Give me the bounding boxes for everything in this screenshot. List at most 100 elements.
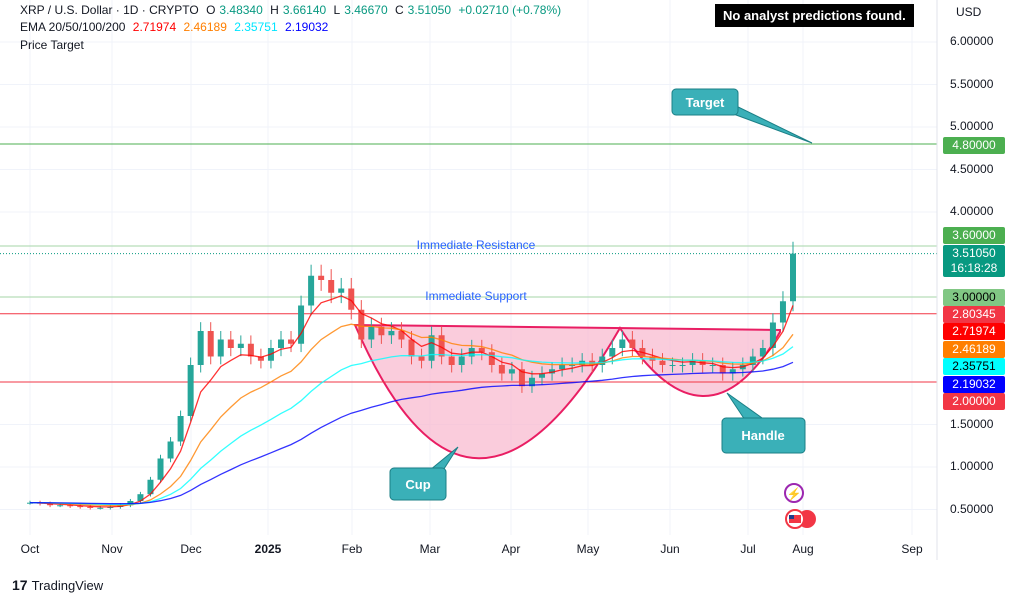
candle-body — [277, 339, 284, 348]
candle-body — [67, 505, 74, 507]
candle-body — [137, 494, 144, 501]
immediate-support-label: Immediate Support — [425, 289, 527, 303]
event-icons[interactable]: ⚡ — [784, 483, 816, 529]
x-tick-label: Apr — [501, 542, 521, 556]
candle-body — [498, 365, 505, 374]
candle-body — [318, 275, 325, 280]
candle-body — [77, 506, 84, 508]
symbol-title: XRP / U.S. Dollar · 1D · CRYPTO — [20, 3, 199, 17]
price-target-legend[interactable]: Price Target — [20, 38, 84, 52]
candle-body — [408, 339, 415, 357]
lightning-event-icon — [784, 483, 804, 503]
candle-body — [237, 343, 244, 348]
handle-callout[interactable]: Handle — [721, 392, 806, 454]
candle-body — [87, 506, 94, 508]
candle-body — [528, 377, 535, 387]
candle-body — [448, 356, 455, 365]
x-tick-label: Aug — [792, 542, 814, 556]
candle-body — [669, 365, 676, 366]
candle-body — [167, 441, 174, 459]
target-label: Target — [686, 95, 725, 110]
candle-body — [177, 416, 184, 442]
candle-body — [247, 343, 254, 357]
candle-body — [689, 360, 696, 365]
price-scale-label: 2.35751 — [943, 358, 1005, 375]
change-value: +0.02710 (+0.78%) — [458, 3, 562, 17]
price-scale-label: 3.60000 — [943, 227, 1005, 244]
candle-body — [719, 365, 726, 374]
y-tick-label: 1.00000 — [950, 459, 994, 473]
ema200-value: 2.19032 — [284, 20, 329, 34]
target-callout[interactable]: Target — [671, 88, 813, 144]
y-tick-label: 4.50000 — [950, 161, 994, 176]
price-scale-label: 2.00000 — [943, 393, 1005, 410]
candle-body — [57, 505, 64, 507]
candle-body — [779, 301, 786, 323]
tradingview-logo-icon: 17 — [12, 577, 28, 593]
candle-body — [518, 369, 525, 387]
price-scale-label: 2.19032 — [943, 376, 1005, 393]
candle-body — [418, 356, 425, 361]
candle-body — [147, 479, 154, 495]
y-tick-label: 5.00000 — [950, 119, 994, 133]
ema-legend[interactable]: EMA 20/50/100/200 2.71974 2.46189 2.3575… — [20, 20, 332, 34]
candle-body — [569, 365, 576, 366]
y-tick-label: 4.00000 — [950, 204, 994, 218]
ema100-value: 2.35751 — [234, 20, 278, 34]
symbol-legend[interactable]: XRP / U.S. Dollar · 1D · CRYPTO O 3.48340… — [20, 3, 565, 17]
candle-body — [488, 352, 495, 365]
candle-body — [358, 309, 365, 340]
candle-body — [679, 365, 686, 366]
cup-callout[interactable]: Cup — [389, 446, 459, 501]
immediate-resistance-label: Immediate Resistance — [417, 238, 536, 252]
cup-label: Cup — [405, 477, 430, 492]
candle-body — [749, 356, 756, 365]
price-scale-label: 3.51050 16:18:28 — [943, 245, 1005, 277]
ema20-value: 2.71974 — [132, 20, 177, 34]
y-tick-label: 6.00000 — [950, 34, 994, 48]
candle-body — [338, 288, 345, 293]
candle-body — [157, 458, 164, 480]
tradingview-logo[interactable]: 17 TradingView — [12, 577, 103, 593]
candle-body — [378, 326, 385, 336]
candle-body — [458, 356, 465, 365]
candle-body — [257, 356, 264, 361]
x-tick-label: Feb — [341, 542, 363, 556]
price-scale-label: 2.46189 — [943, 341, 1005, 358]
candle-body — [298, 305, 305, 344]
candle-body — [368, 326, 375, 340]
price-scale-label: 3.00000 — [943, 289, 1005, 306]
y-tick-label: 0.50000 — [950, 501, 994, 516]
candle-body — [227, 339, 234, 348]
price-scale-label: 2.71974 — [943, 323, 1005, 340]
candle-body — [709, 365, 716, 366]
candle-body — [308, 275, 315, 306]
analyst-predictions-badge: No analyst predictions found. — [715, 4, 914, 27]
handle-label: Handle — [741, 428, 784, 443]
candle-body — [478, 348, 485, 353]
y-tick-label: 5.50000 — [950, 76, 994, 91]
currency-label[interactable]: USD — [956, 5, 982, 19]
high-label: H — [270, 3, 279, 17]
candle-body — [438, 335, 445, 357]
candle-body — [328, 280, 335, 293]
candle-body — [659, 360, 666, 365]
candle-body — [197, 331, 204, 365]
candle-body — [609, 348, 616, 357]
open-label: O — [206, 3, 216, 17]
candle-body — [97, 507, 104, 509]
candle-body — [207, 331, 214, 357]
candle-body — [428, 335, 435, 361]
candle-body — [288, 339, 295, 344]
ema50-line — [29, 323, 794, 507]
candle-body — [769, 322, 776, 348]
candle-body — [729, 369, 736, 374]
x-tick-label: Jul — [740, 542, 756, 556]
candle-body — [388, 331, 395, 336]
x-tick-label: May — [576, 542, 600, 556]
candle-body — [187, 365, 194, 416]
candle-body — [47, 503, 54, 506]
close-label: C — [394, 3, 404, 17]
low-value: 3.46670 — [344, 3, 388, 17]
